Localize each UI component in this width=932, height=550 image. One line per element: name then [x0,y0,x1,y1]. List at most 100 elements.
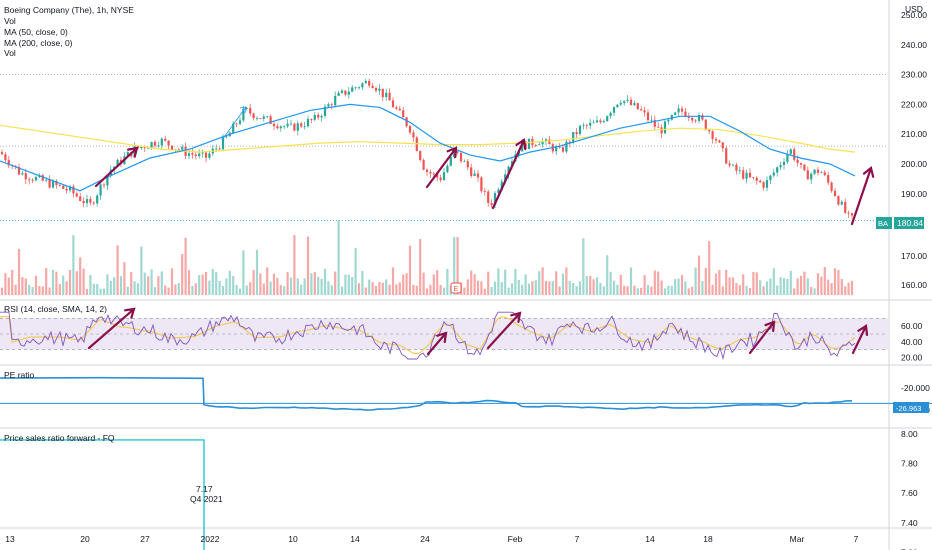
volume-bar [463,287,466,295]
candle-body [181,146,184,150]
volume-bar [660,280,663,295]
pe-title: PE ratio [4,370,35,380]
volume-bar [612,280,616,295]
volume-bar [381,282,384,295]
candle-body [89,199,92,203]
annotation-arrow-shaft [426,331,448,356]
volume-bar [79,257,82,295]
volume-bar [62,275,65,295]
volume-bar [541,267,544,295]
candle-body [548,139,551,145]
volume-bar [68,269,72,295]
candle-body [718,140,721,143]
annotation-arrow-shaft [425,146,458,189]
candle-body [68,186,72,191]
volume-bar [643,275,646,295]
candle-body [694,120,697,122]
volume-bar [565,267,568,295]
candle-body [762,182,765,188]
time-axis-label: 13 [5,534,15,544]
candle-body [147,147,150,149]
volume-bar [221,286,225,295]
last-price-badge: BA 180.84 [876,217,924,229]
volume-bar [133,281,136,295]
volume-bar [34,275,38,295]
candle-body [738,170,741,172]
candle-body [701,115,704,120]
volume-bar [262,283,265,295]
volume-bar [534,280,537,295]
volume-bar [806,278,809,295]
volume-bar [306,236,310,295]
candle-body [589,122,592,126]
volume-bar [742,274,745,295]
ps-ratio-line [0,439,205,550]
legend-ma50: MA (50, close, 0) [4,27,68,37]
volume-bar [606,255,609,295]
price-axis-label: 250.00 [901,10,927,20]
volume-bar [711,284,714,295]
candle-body [82,200,85,204]
candle-body [249,108,252,114]
candle-body [721,142,724,149]
candle-body [347,91,350,95]
volume-bar [786,278,789,295]
volume-bar [844,286,847,295]
volume-bar [266,267,269,295]
candle-body [633,103,636,105]
candle-body [786,153,789,162]
volume-bar [517,279,520,295]
volume-bar [72,235,75,295]
candle-body [578,125,582,135]
candle-body [422,160,425,170]
volume-bar [41,286,44,295]
rsi-ma-line [0,316,856,354]
legend-vol-1: Vol [4,16,16,26]
candle-body [599,120,602,123]
volume-bar [136,283,140,295]
volume-bar [572,282,575,295]
candle-body [697,115,701,121]
candle-body [221,137,225,150]
candle-body [653,119,656,127]
time-axis-label: 14 [350,534,360,544]
volume-bar [691,286,694,295]
candle-body [408,126,412,133]
candle-body [405,117,408,127]
volume-bar [106,274,109,295]
volume-bar [7,277,10,295]
volume-bar [48,287,51,295]
candle-body [395,107,398,109]
volume-bar [99,288,102,295]
volume-bar [242,250,245,295]
volume-bar [524,274,527,295]
volume-bar [143,272,146,295]
candle-body [555,147,558,152]
volume-bar [269,281,272,295]
volume-bar [58,284,61,295]
volume-bar [293,235,296,295]
candle-body [96,195,99,204]
earnings-marker[interactable]: E [450,282,462,294]
candle-body [636,103,639,110]
ps-annotation-period: Q4 2021 [190,494,223,504]
volume-bar [701,281,704,295]
volume-bar [96,284,99,295]
volume-bar [640,287,643,295]
candle-body [544,139,548,142]
candle-body [748,172,752,178]
time-axis-label: 20 [80,534,90,544]
annotation-arrow-shaft [748,320,776,355]
volume-bar [680,275,684,295]
candle-body [442,172,446,181]
ps-axis-label: 7.20 [901,547,918,550]
volume-bar [568,280,571,295]
volume-bar [582,238,585,295]
candle-body [208,153,211,158]
candle-body [252,113,255,119]
volume-bar [847,282,850,295]
candle-body [626,99,629,101]
volume-bar [490,287,493,295]
candle-body [99,184,102,196]
